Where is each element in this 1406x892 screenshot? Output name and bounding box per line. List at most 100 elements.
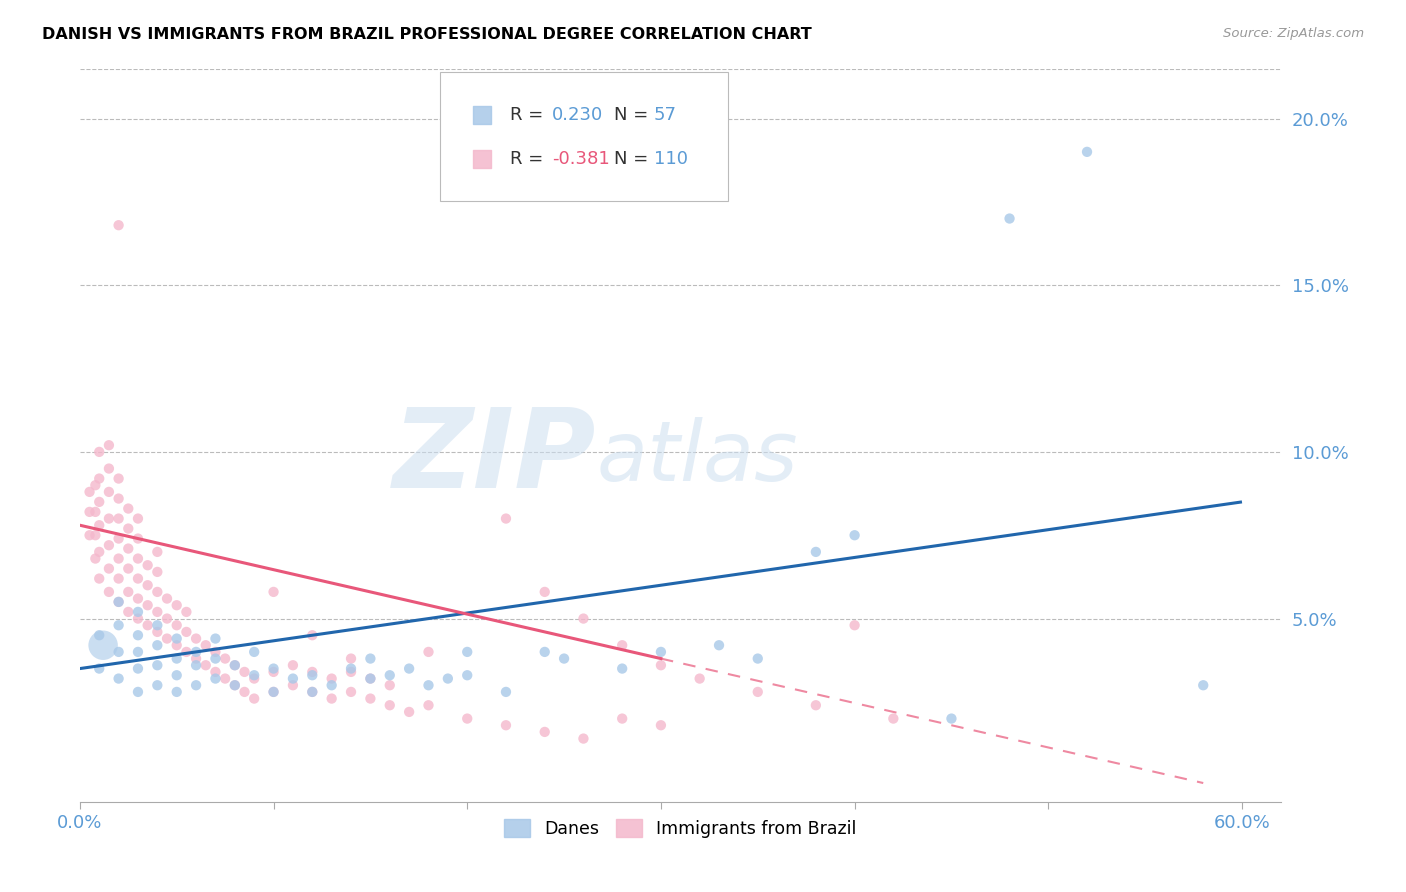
Point <box>243 668 266 682</box>
Point <box>84 528 107 542</box>
Point <box>117 561 139 575</box>
Point <box>89 545 111 559</box>
Point <box>612 712 634 726</box>
Text: R =: R = <box>510 150 548 168</box>
Point <box>184 678 207 692</box>
Point <box>194 638 217 652</box>
Point <box>204 645 226 659</box>
Point <box>340 685 363 699</box>
Text: N =: N = <box>614 106 654 124</box>
Point <box>184 632 207 646</box>
Point <box>136 599 159 613</box>
Point <box>176 645 198 659</box>
Point <box>79 528 101 542</box>
Point <box>204 632 226 646</box>
Point <box>224 658 246 673</box>
Point <box>127 572 149 586</box>
Point <box>456 645 478 659</box>
Point <box>166 651 188 665</box>
Point <box>97 538 120 552</box>
Point <box>340 662 363 676</box>
Point <box>97 585 120 599</box>
Point <box>107 595 129 609</box>
Point <box>650 658 672 673</box>
Point <box>281 678 304 692</box>
Text: N =: N = <box>614 150 654 168</box>
Point <box>166 632 188 646</box>
Point <box>301 665 323 679</box>
Point <box>127 511 149 525</box>
Point <box>127 611 149 625</box>
Point <box>378 698 401 713</box>
Point <box>650 645 672 659</box>
Point <box>136 558 159 573</box>
Point <box>117 522 139 536</box>
Point <box>89 495 111 509</box>
Point <box>107 645 129 659</box>
Point <box>127 532 149 546</box>
Point <box>107 532 129 546</box>
Text: DANISH VS IMMIGRANTS FROM BRAZIL PROFESSIONAL DEGREE CORRELATION CHART: DANISH VS IMMIGRANTS FROM BRAZIL PROFESS… <box>42 27 811 42</box>
Point <box>89 572 111 586</box>
Point <box>214 651 236 665</box>
Point <box>146 618 169 632</box>
Point <box>127 662 149 676</box>
Point <box>301 668 323 682</box>
Point <box>804 545 827 559</box>
Point <box>166 599 188 613</box>
Point <box>359 672 381 686</box>
Point <box>97 511 120 525</box>
Point <box>117 501 139 516</box>
Point <box>418 698 440 713</box>
Point <box>84 551 107 566</box>
Point <box>495 685 517 699</box>
Point <box>533 585 555 599</box>
Point <box>136 618 159 632</box>
Text: 0.230: 0.230 <box>551 106 603 124</box>
Point <box>243 672 266 686</box>
Point <box>89 445 111 459</box>
Point <box>301 685 323 699</box>
Point <box>117 605 139 619</box>
Point <box>689 672 711 686</box>
Text: ZIP: ZIP <box>392 404 596 511</box>
Point <box>378 668 401 682</box>
Point <box>281 672 304 686</box>
Point <box>224 678 246 692</box>
Point <box>146 565 169 579</box>
Point <box>107 511 129 525</box>
Point <box>107 218 129 232</box>
Point <box>456 712 478 726</box>
Point <box>1192 678 1215 692</box>
Point <box>84 478 107 492</box>
Point <box>233 665 256 679</box>
Point <box>97 561 120 575</box>
Point <box>117 541 139 556</box>
Point <box>437 672 460 686</box>
Point <box>176 624 198 639</box>
Point <box>184 645 207 659</box>
Point <box>263 585 285 599</box>
Point <box>941 712 963 726</box>
Legend: Danes, Immigrants from Brazil: Danes, Immigrants from Brazil <box>498 812 863 845</box>
Text: Source: ZipAtlas.com: Source: ZipAtlas.com <box>1223 27 1364 40</box>
Point <box>146 585 169 599</box>
Point <box>194 658 217 673</box>
Point <box>263 685 285 699</box>
Point <box>998 211 1021 226</box>
Point <box>89 518 111 533</box>
Text: -0.381: -0.381 <box>551 150 610 168</box>
Point <box>844 528 866 542</box>
Point <box>146 678 169 692</box>
Point <box>224 658 246 673</box>
Point <box>204 672 226 686</box>
Point <box>495 511 517 525</box>
Point <box>166 685 188 699</box>
Point <box>146 545 169 559</box>
Text: 110: 110 <box>654 150 688 168</box>
Point <box>495 718 517 732</box>
Point <box>84 505 107 519</box>
Point <box>398 662 420 676</box>
Point <box>107 472 129 486</box>
Point <box>398 705 420 719</box>
